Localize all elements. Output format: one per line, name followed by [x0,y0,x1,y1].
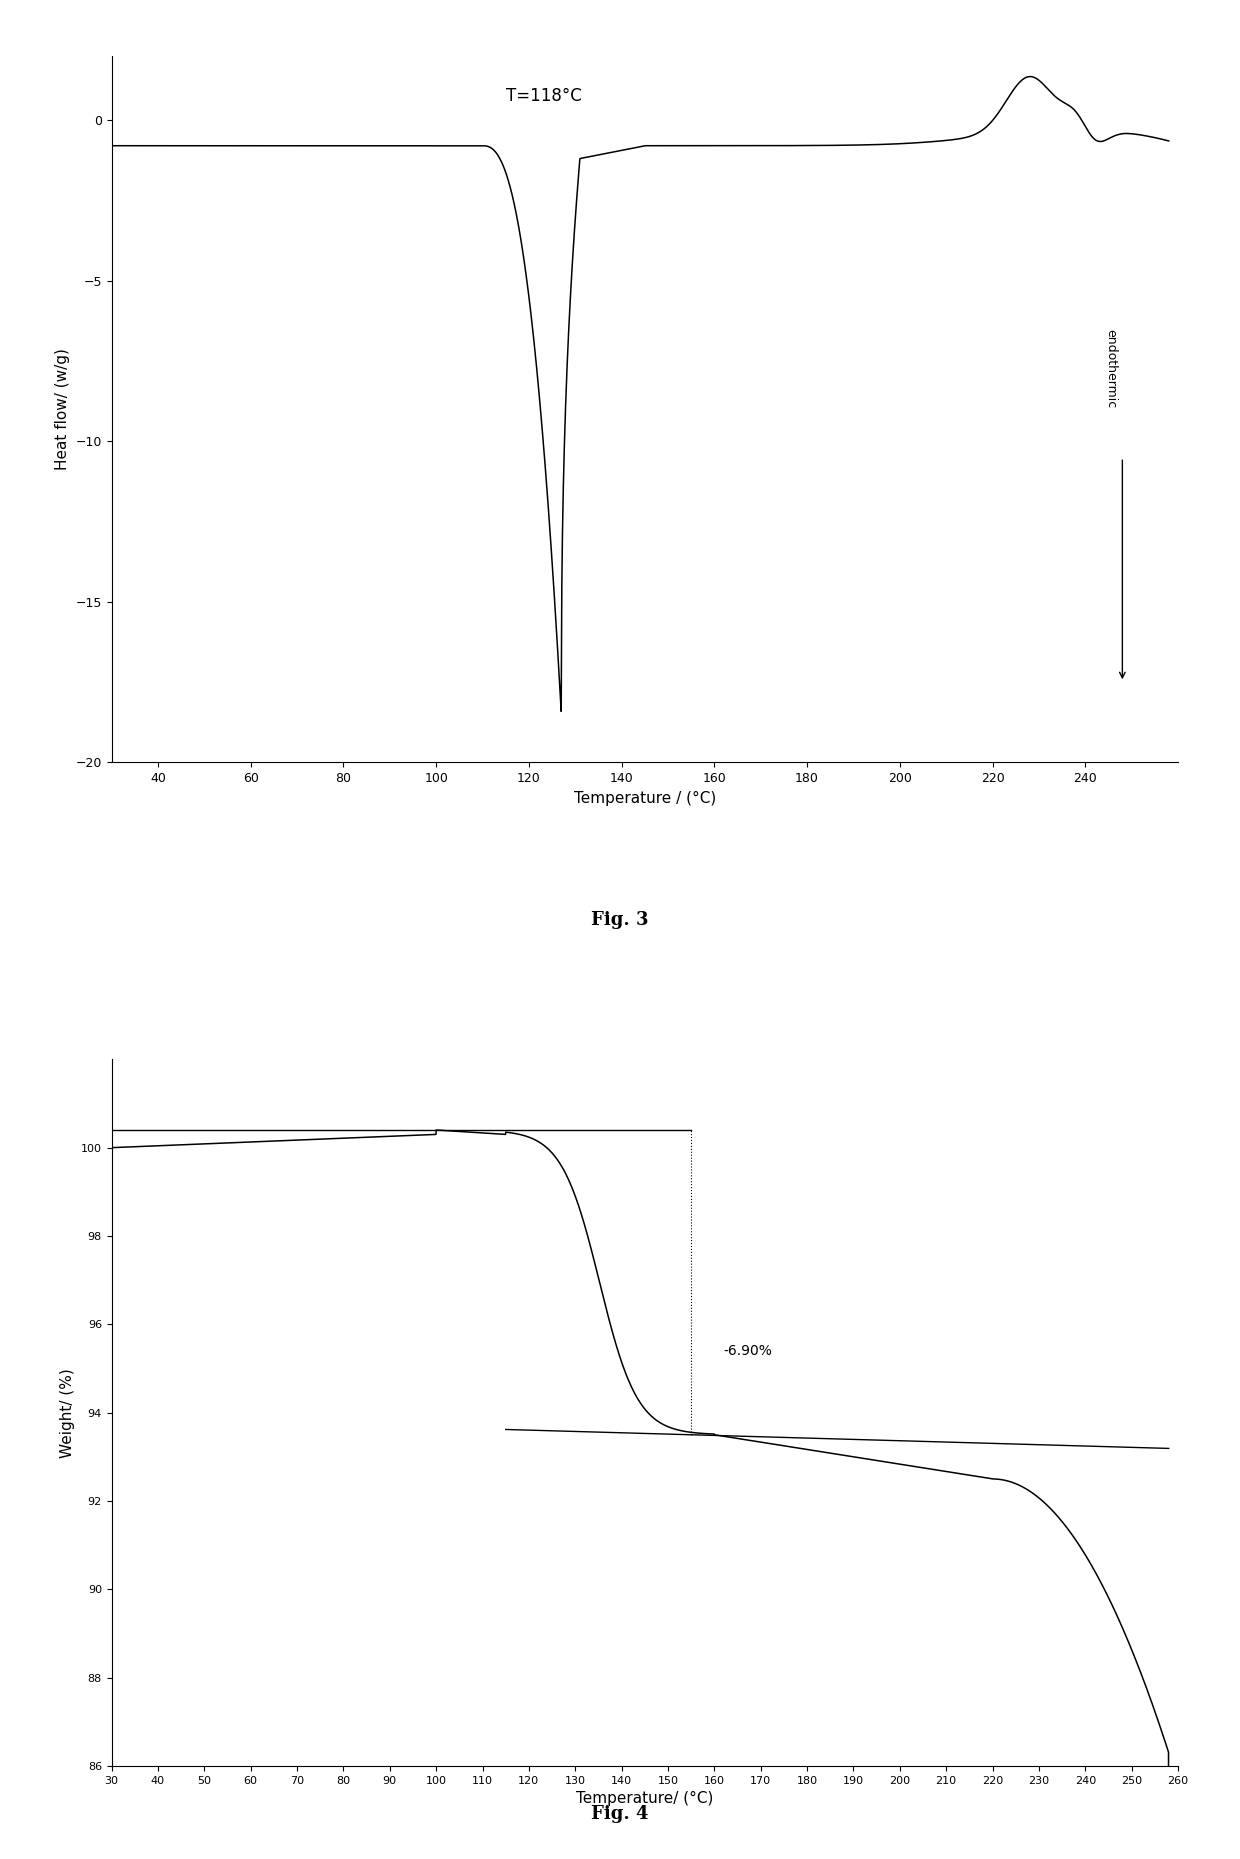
Text: -6.90%: -6.90% [724,1344,773,1359]
X-axis label: Temperature / (°C): Temperature / (°C) [574,790,715,805]
X-axis label: Temperature/ (°C): Temperature/ (°C) [577,1792,713,1807]
Text: endothermic: endothermic [1104,329,1117,409]
Y-axis label: Heat flow/ (w/g): Heat flow/ (w/g) [55,348,69,470]
Text: Fig. 4: Fig. 4 [591,1805,649,1824]
Y-axis label: Weight/ (%): Weight/ (%) [61,1368,76,1457]
Text: T=118°C: T=118°C [506,87,582,104]
Text: Fig. 3: Fig. 3 [591,911,649,930]
